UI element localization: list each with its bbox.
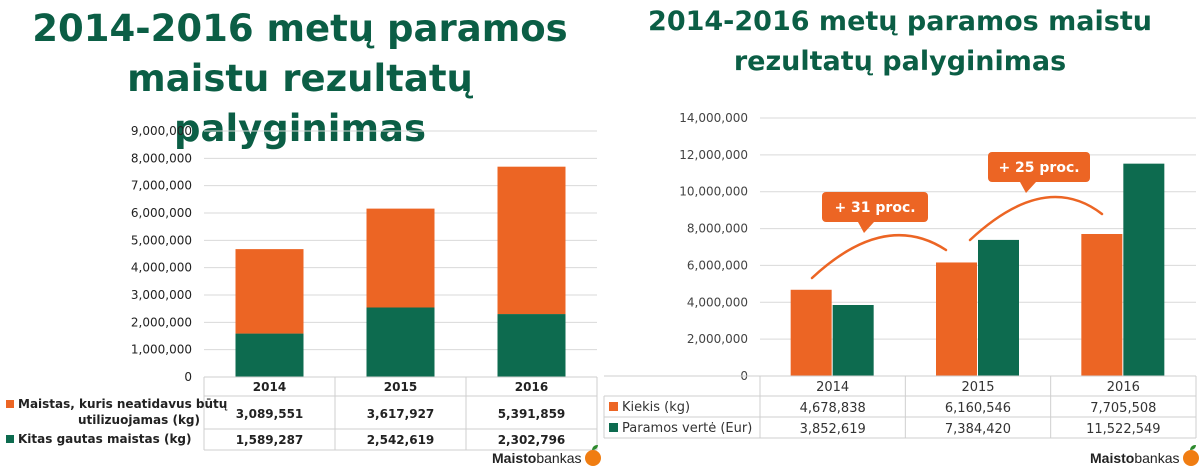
x-tick-label: 2015 xyxy=(384,380,417,394)
right-chart-title: 2014-2016 metų paramos maistu rezultatų … xyxy=(600,2,1200,82)
growth-callout-tail xyxy=(858,222,874,233)
table-value-kitas: 2,302,796 xyxy=(498,433,566,447)
series-label-maistas-line1: Maistas, kuris neatidavus būtų xyxy=(18,397,228,411)
table-value-kitas: 2,542,619 xyxy=(367,433,435,447)
table-value-verte: 11,522,549 xyxy=(1086,422,1160,437)
left-title-line-1: 2014-2016 metų paramos xyxy=(32,7,568,50)
bar-verte-2015 xyxy=(978,239,1019,376)
y-tick-label: 10,000,000 xyxy=(679,185,748,199)
legend-swatch-kiekis xyxy=(609,402,618,411)
y-tick-label: 2,000,000 xyxy=(131,315,192,329)
right-logo: Maisto bankas xyxy=(1090,445,1199,466)
apple-icon xyxy=(1182,445,1199,466)
growth-callout-label: + 25 proc. xyxy=(998,160,1079,176)
right-logo-regular: bankas xyxy=(1134,450,1180,466)
bar-maistas-2015 xyxy=(366,208,435,308)
growth-arc xyxy=(968,195,1104,242)
left-logo: Maisto bankas xyxy=(492,445,601,466)
left-logo-regular: bankas xyxy=(536,450,582,466)
growth-callout-box xyxy=(822,192,928,222)
table-value-verte: 7,384,420 xyxy=(945,422,1011,437)
x-tick-label: 2016 xyxy=(1107,380,1140,395)
table-value-maistas: 5,391,859 xyxy=(498,407,566,421)
y-tick-label: 0 xyxy=(184,370,192,384)
left-chart-title: 2014-2016 metų paramos maistu rezultatų … xyxy=(0,4,600,154)
table-value-maistas: 3,617,927 xyxy=(367,407,435,421)
right-logo-bold: Maisto xyxy=(1090,450,1135,466)
bar-kitas-2016 xyxy=(497,314,566,377)
series-label-verte: Paramos vertė (Eur) xyxy=(622,421,752,436)
y-tick-label: 6,000,000 xyxy=(131,206,192,220)
growth-arc xyxy=(810,233,948,280)
bar-verte-2014 xyxy=(832,305,874,376)
x-tick-label: 2015 xyxy=(961,380,994,395)
bar-maistas-2016 xyxy=(497,166,566,315)
bar-kiekis-2015 xyxy=(936,262,977,376)
y-tick-label: 7,000,000 xyxy=(131,179,192,193)
left-stacked-bar-chart: 0 1,000,000 2,000,000 3,000,000 4,000,000 5,0… xyxy=(6,124,598,451)
bar-verte-2016 xyxy=(1123,163,1165,376)
y-tick-label: 4,000,000 xyxy=(687,295,748,309)
y-tick-label: 5,000,000 xyxy=(131,233,192,247)
y-tick-label: 2,000,000 xyxy=(687,332,748,346)
table-value-kitas: 1,589,287 xyxy=(236,433,304,447)
legend-swatch-verte xyxy=(609,423,618,432)
growth-callout-tail xyxy=(1020,182,1036,193)
legend-swatch-maistas xyxy=(6,400,14,408)
right-chart-panel: 2014-2016 metų paramos maistu rezultatų … xyxy=(600,0,1200,469)
left-logo-bold: Maisto xyxy=(492,450,537,466)
y-tick-label: 1,000,000 xyxy=(131,343,192,357)
growth-callout-label: + 31 proc. xyxy=(834,200,915,216)
x-tick-label: 2014 xyxy=(253,380,286,394)
series-label-kitas: Kitas gautas maistas (kg) xyxy=(18,432,192,446)
y-tick-label: 8,000,000 xyxy=(131,151,192,165)
table-value-kiekis: 4,678,838 xyxy=(800,401,866,416)
x-tick-label: 2016 xyxy=(515,380,548,394)
y-tick-label: 3,000,000 xyxy=(131,288,192,302)
legend-swatch-kitas xyxy=(6,435,14,443)
growth-callout-box xyxy=(988,152,1090,182)
apple-icon xyxy=(584,445,601,466)
bar-kitas-2015 xyxy=(366,307,435,377)
left-chart-panel: 2014-2016 metų paramos maistu rezultatų … xyxy=(0,4,601,466)
right-title-line-2: rezultatų palyginimas xyxy=(733,46,1067,77)
x-tick-label: 2014 xyxy=(816,380,849,395)
y-tick-label: 4,000,000 xyxy=(131,261,192,275)
table-value-maistas: 3,089,551 xyxy=(236,407,304,421)
y-tick-label: 6,000,000 xyxy=(687,258,748,272)
y-tick-label: 9,000,000 xyxy=(131,124,192,138)
y-tick-label: 8,000,000 xyxy=(687,222,748,236)
y-tick-label: 12,000,000 xyxy=(679,148,748,162)
bar-maistas-2014 xyxy=(235,249,304,334)
bar-kiekis-2016 xyxy=(1081,233,1123,376)
left-title-line-2: maistu rezultatų palyginimas xyxy=(127,57,473,150)
right-title-line-1: 2014-2016 metų paramos maistu xyxy=(648,6,1152,37)
y-tick-label: 14,000,000 xyxy=(679,111,748,125)
table-value-kiekis: 7,705,508 xyxy=(1090,401,1156,416)
series-label-kiekis: Kiekis (kg) xyxy=(622,400,690,415)
bar-kiekis-2014 xyxy=(790,289,832,376)
right-grouped-bar-chart: 02,000,0004,000,0006,000,0008,000,00010,… xyxy=(603,111,1197,439)
table-value-kiekis: 6,160,546 xyxy=(945,401,1011,416)
series-label-maistas-line2: utilizuojamas (kg) xyxy=(78,413,200,427)
bar-kitas-2014 xyxy=(235,333,304,377)
table-value-verte: 3,852,619 xyxy=(800,422,866,437)
